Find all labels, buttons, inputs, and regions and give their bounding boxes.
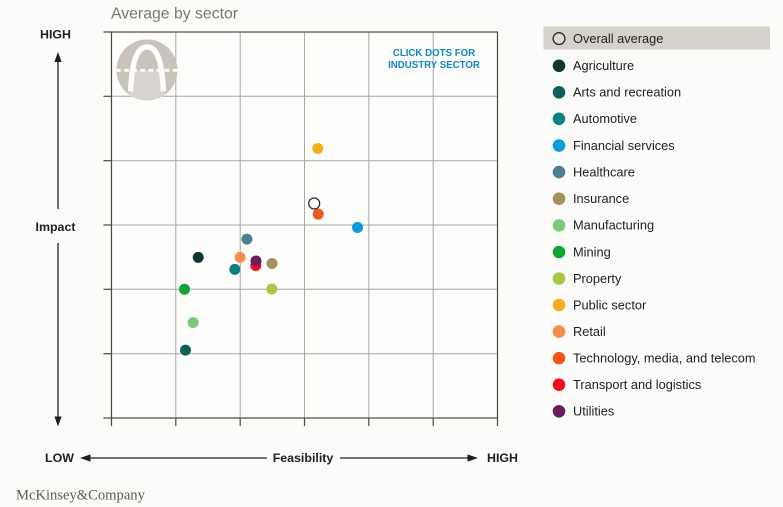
svg-text:Utilities: Utilities — [573, 404, 614, 419]
svg-text:INDUSTRY SECTOR: INDUSTRY SECTOR — [388, 60, 480, 71]
svg-text:Arts and recreation: Arts and recreation — [573, 85, 681, 100]
svg-text:LOW: LOW — [45, 451, 74, 465]
svg-text:Property: Property — [573, 271, 622, 286]
svg-text:Impact: Impact — [36, 220, 76, 234]
svg-text:Transport and logistics: Transport and logistics — [573, 377, 701, 392]
svg-text:CLICK DOTS FOR: CLICK DOTS FOR — [393, 48, 475, 59]
svg-text:Public sector: Public sector — [573, 297, 647, 312]
svg-text:Feasibility: Feasibility — [273, 451, 334, 465]
svg-text:Mining: Mining — [573, 244, 611, 259]
svg-text:HIGH: HIGH — [40, 28, 71, 42]
svg-text:Overall average: Overall average — [573, 31, 663, 46]
svg-text:Agriculture: Agriculture — [573, 58, 634, 73]
svg-text:Financial services: Financial services — [573, 138, 675, 153]
svg-text:Insurance: Insurance — [573, 191, 629, 206]
svg-text:Automotive: Automotive — [573, 111, 637, 126]
svg-text:Manufacturing: Manufacturing — [573, 218, 654, 233]
svg-text:Technology, media, and telecom: Technology, media, and telecom — [573, 351, 756, 366]
svg-text:Healthcare: Healthcare — [573, 164, 635, 179]
svg-text:Retail: Retail — [573, 324, 606, 339]
svg-text:Average by sector: Average by sector — [111, 5, 238, 22]
svg-text:HIGH: HIGH — [487, 451, 518, 465]
svg-text:McKinsey&Company: McKinsey&Company — [16, 488, 146, 504]
